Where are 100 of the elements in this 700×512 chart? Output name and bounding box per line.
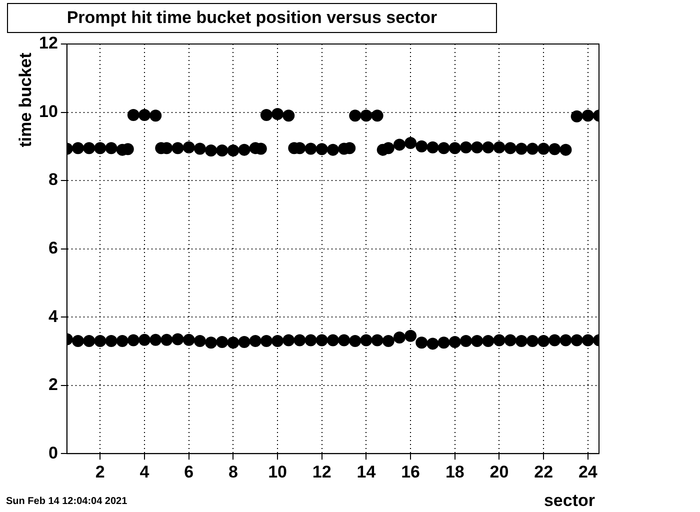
point (404, 330, 417, 342)
point (538, 334, 550, 347)
point (471, 141, 484, 154)
point (138, 334, 151, 346)
x-tick-label: 6 (184, 462, 194, 482)
point (182, 334, 195, 346)
point (460, 141, 472, 154)
point (360, 110, 372, 122)
point (205, 144, 218, 156)
point (238, 144, 250, 156)
point (426, 338, 439, 350)
y-tick-label: 8 (48, 170, 58, 190)
point (94, 142, 106, 154)
x-tick-label: 22 (534, 462, 554, 482)
y-tick-label: 10 (38, 102, 58, 121)
point (304, 142, 317, 155)
point (127, 109, 140, 121)
point (349, 110, 362, 122)
point (438, 336, 450, 349)
x-axis-title: sector (544, 491, 595, 511)
point (404, 136, 417, 149)
point (304, 334, 317, 346)
point (371, 334, 384, 346)
point (216, 336, 228, 348)
point (560, 334, 572, 346)
point (482, 334, 494, 347)
point (493, 334, 506, 346)
x-tick-label: 24 (578, 462, 598, 482)
point (260, 334, 272, 347)
x-tick-label: 2 (95, 462, 105, 482)
point (216, 144, 228, 156)
point (349, 334, 362, 347)
x-tick-label: 18 (445, 462, 464, 482)
point (504, 142, 516, 154)
point (194, 334, 206, 347)
point (249, 334, 262, 347)
point (582, 334, 594, 346)
point (316, 143, 328, 156)
x-tick-label: 16 (401, 462, 420, 482)
point (548, 334, 561, 346)
point (338, 334, 350, 346)
chart-title: Prompt hit time bucket position versus sector (66, 8, 438, 28)
y-tick-label: 4 (48, 306, 58, 326)
point (538, 142, 550, 155)
x-tick-label: 14 (356, 462, 376, 482)
point (416, 336, 428, 349)
point (471, 334, 484, 347)
point (526, 142, 538, 155)
x-tick-label: 12 (312, 462, 332, 482)
point (504, 334, 516, 346)
point (83, 142, 96, 154)
point (360, 334, 372, 346)
point (272, 334, 284, 347)
point (382, 334, 394, 347)
point (172, 333, 184, 346)
point (393, 138, 406, 151)
point (570, 334, 583, 346)
point (460, 334, 472, 347)
point (94, 334, 106, 347)
point (282, 334, 295, 346)
y-tick-label: 6 (48, 238, 58, 258)
point (526, 334, 538, 347)
point (416, 140, 428, 152)
point (438, 142, 450, 154)
point (371, 110, 384, 122)
point (227, 144, 240, 156)
point (548, 143, 561, 156)
point (326, 334, 339, 346)
point (294, 334, 306, 346)
point (172, 142, 184, 154)
y-tick-label: 2 (48, 375, 58, 394)
point (326, 144, 339, 156)
point (83, 334, 96, 347)
point (260, 109, 272, 121)
point (448, 142, 461, 154)
x-tick-label: 4 (140, 462, 150, 482)
point (282, 110, 295, 122)
point (493, 141, 506, 154)
point (393, 332, 406, 344)
point (570, 110, 583, 122)
point (238, 336, 250, 348)
y-tick-label: 12 (38, 34, 58, 53)
point (150, 334, 162, 346)
point (160, 334, 173, 346)
y-tick-label: 0 (48, 443, 58, 462)
point (227, 336, 240, 349)
point (194, 142, 206, 155)
text: Sun Feb 14 12:04:04 2021 (6, 496, 128, 507)
point (72, 334, 84, 347)
point (138, 109, 151, 121)
point (150, 110, 162, 122)
point (182, 141, 195, 154)
point (482, 141, 494, 154)
x-tick-label: 20 (490, 462, 509, 482)
point (515, 142, 528, 155)
point (515, 334, 528, 347)
point (105, 142, 118, 154)
point (127, 334, 140, 346)
point (116, 334, 128, 347)
x-tick-label: 10 (268, 462, 287, 482)
